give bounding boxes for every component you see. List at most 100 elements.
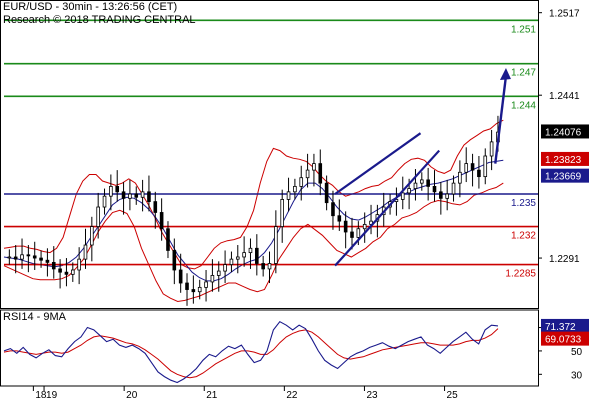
candle-body-18 <box>121 191 126 199</box>
rsi-tick-label-1: 50 <box>571 347 583 358</box>
price-tag-bg-0 <box>541 124 589 139</box>
candle-body-73 <box>470 163 475 171</box>
candle-body-70 <box>451 182 456 195</box>
candle-body-1 <box>13 256 18 260</box>
chart-copyright: Research © 2018 TRADING CENTRAL <box>3 14 196 26</box>
candle-body-36 <box>235 256 240 260</box>
arrow-shaft <box>494 75 508 164</box>
candle-body-65 <box>420 179 424 184</box>
candle-body-35 <box>229 258 234 265</box>
candle-body-42 <box>274 226 278 264</box>
rsi-panel-border <box>0 309 539 387</box>
level-label-bg-1 <box>508 65 538 78</box>
candle-body-8 <box>58 268 62 273</box>
candle-body-44 <box>286 191 291 200</box>
y-tick-label-1: 1.2441 <box>549 91 580 102</box>
candles <box>7 115 500 306</box>
rsi-line <box>3 320 499 384</box>
candle-body-55 <box>356 228 361 238</box>
candle-body-30 <box>197 286 202 293</box>
price-tags: 1.24076 1.23823 1.23669 <box>541 124 589 183</box>
candle-body-37 <box>242 252 246 258</box>
price-tag-bg-2 <box>541 168 589 183</box>
candle-body-26 <box>172 250 177 271</box>
level-label-5: 1.2285 <box>505 269 536 280</box>
candle-body-49 <box>318 163 323 184</box>
candle-body-24 <box>159 212 164 230</box>
candle-body-76 <box>489 141 494 157</box>
candle-body-53 <box>343 220 348 233</box>
arrow-head <box>499 68 511 81</box>
candle-body-27 <box>178 269 183 284</box>
candle-body-39 <box>255 247 259 264</box>
level-label-4: 1.232 <box>511 231 536 242</box>
level-label-bg-4 <box>508 228 538 241</box>
candle-body-5 <box>39 257 43 261</box>
chart-title: EUR/USD - 30min - 13:26:56 (CET) <box>3 1 178 13</box>
bollinger-upper <box>3 119 504 270</box>
rsi-tag-bg-0 <box>541 318 589 333</box>
candle-body-64 <box>413 182 418 189</box>
x-tick-label-1: 19 <box>46 390 58 400</box>
time-axis: 18 19 20 21 22 23 25 <box>32 386 458 400</box>
candle-body-3 <box>26 254 31 257</box>
price-axis: 1.2517 1.2441 1.2291 <box>538 9 580 265</box>
level-label-0: 1.251 <box>511 24 536 35</box>
candle-body-9 <box>64 271 69 275</box>
x-tick-label-2: 20 <box>126 390 138 400</box>
rsi-tag-label-1: 69.0733 <box>545 335 582 346</box>
candle-body-56 <box>362 223 367 230</box>
candle-body-71 <box>458 171 462 184</box>
price-tag-label-2: 1.23669 <box>545 172 582 183</box>
candle-body-12 <box>83 244 88 260</box>
candle-body-38 <box>248 247 253 254</box>
candle-body-21 <box>140 191 145 198</box>
candle-body-13 <box>90 226 94 246</box>
price-tag-label-1: 1.23823 <box>545 155 582 166</box>
moving-average-line <box>3 159 504 282</box>
candle-body-45 <box>293 185 297 193</box>
x-tick-label-5: 23 <box>366 390 378 400</box>
candle-body-75 <box>483 155 488 178</box>
rsi-ma-line <box>3 328 499 379</box>
channel-upper-line <box>334 132 422 195</box>
candle-body-62 <box>400 192 405 200</box>
candle-body-23 <box>153 201 158 213</box>
candle-body-11 <box>77 258 81 271</box>
candle-body-33 <box>216 270 221 276</box>
candle-body-25 <box>166 228 170 251</box>
candle-body-52 <box>337 215 342 222</box>
moving-average <box>3 159 504 282</box>
candle-body-22 <box>147 191 151 202</box>
candle-body-29 <box>191 289 196 293</box>
candle-body-31 <box>204 281 208 288</box>
candle-body-74 <box>477 169 481 178</box>
target-arrow <box>494 68 511 164</box>
rsi-label: RSI14 - 9MA <box>3 311 66 323</box>
candle-body-63 <box>407 188 411 194</box>
candle-body-16 <box>109 185 113 197</box>
candle-body-15 <box>102 195 107 208</box>
candle-body-28 <box>185 282 189 290</box>
candle-body-50 <box>324 182 329 204</box>
trend-channel <box>334 132 441 267</box>
candle-body-14 <box>96 206 100 227</box>
candle-body-20 <box>134 193 139 198</box>
candle-body-10 <box>70 269 75 275</box>
channel-lower-line <box>334 149 441 267</box>
price-tag-label-0: 1.24076 <box>545 127 582 138</box>
candle-body-7 <box>51 261 56 270</box>
chart-frame <box>0 0 539 387</box>
level-label-2: 1.244 <box>511 100 536 111</box>
candle-body-47 <box>305 169 310 179</box>
candle-body-17 <box>115 185 120 193</box>
candle-body-6 <box>45 259 50 263</box>
candle-body-41 <box>267 263 272 270</box>
candle-body-34 <box>223 264 227 272</box>
rsi-tick-label-2: 30 <box>571 370 583 381</box>
level-label-3: 1.235 <box>511 198 536 209</box>
candle-body-69 <box>445 193 449 199</box>
level-label-bg-5 <box>508 266 538 279</box>
candle-body-4 <box>32 255 37 259</box>
